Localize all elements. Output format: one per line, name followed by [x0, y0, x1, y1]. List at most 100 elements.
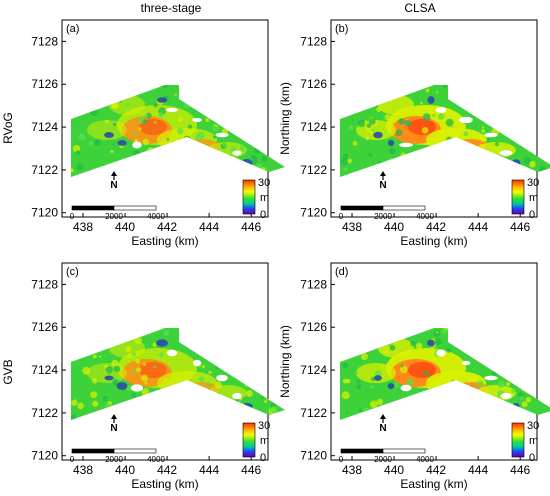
y-tick-label: 7120 — [31, 206, 58, 220]
map-region — [87, 120, 127, 140]
map-speckle — [125, 346, 132, 353]
map-region — [139, 362, 167, 378]
map-speckle — [432, 113, 436, 117]
map-speckle — [487, 137, 490, 141]
scalebar-label: 0 — [339, 212, 344, 221]
x-tick-label: 438 — [73, 220, 93, 234]
x-tick-label: 444 — [468, 463, 488, 477]
map-speckle — [134, 336, 142, 344]
map-speckle — [375, 370, 382, 377]
map-nodata — [435, 107, 447, 113]
map-speckle — [511, 388, 516, 393]
x-tick-label: 446 — [510, 220, 530, 234]
map-speckle — [104, 119, 109, 124]
map-speckle — [523, 157, 531, 165]
map-speckle — [126, 102, 130, 106]
map-speckle — [131, 352, 136, 357]
map-speckle — [425, 88, 430, 93]
scalebar-label: 2000 — [105, 455, 123, 464]
map-water — [427, 339, 435, 347]
map-speckle — [93, 354, 97, 359]
map-speckle — [436, 91, 439, 94]
map-speckle — [271, 358, 275, 363]
colorbar-min-label: 0 — [260, 452, 266, 464]
map-water — [157, 97, 167, 103]
map-nodata — [484, 132, 498, 138]
map-speckle — [426, 382, 434, 390]
map-speckle — [366, 123, 371, 128]
map-speckle — [145, 112, 152, 119]
map-speckle — [539, 165, 546, 173]
map-speckle — [166, 137, 170, 141]
map-speckle — [351, 119, 354, 122]
map-speckle — [246, 390, 253, 397]
y-tick-label: 7122 — [300, 163, 327, 177]
y-tick-label: 7124 — [31, 363, 58, 377]
map-speckle — [497, 380, 505, 388]
y-tick-label: 7128 — [31, 34, 58, 48]
map-speckle — [77, 402, 84, 410]
map-nodata — [484, 375, 498, 381]
map-speckle — [370, 385, 374, 389]
colorbar-unit-label: m — [529, 192, 538, 204]
x-axis-label: Easting (km) — [400, 234, 467, 248]
map-speckle — [270, 85, 277, 89]
map-speckle — [372, 128, 376, 132]
scalebar-label: 2000 — [105, 212, 123, 221]
map-speckle — [269, 359, 271, 362]
map-speckle — [389, 344, 396, 351]
map-speckle — [376, 106, 382, 112]
map-speckle — [431, 134, 437, 141]
scalebar-white — [113, 205, 157, 211]
map-speckle — [343, 153, 349, 159]
map-speckle — [78, 133, 86, 141]
map-speckle — [494, 142, 500, 147]
y-tick-label: 7122 — [300, 406, 327, 420]
x-tick-label: 442 — [157, 220, 177, 234]
colorbar-max-label: 30 — [258, 420, 270, 432]
map-speckle — [348, 125, 354, 130]
map-speckle — [369, 400, 378, 409]
map-nodata — [216, 374, 228, 382]
map-speckle — [342, 378, 348, 384]
map-speckle — [152, 342, 157, 347]
map-speckle — [270, 172, 273, 175]
map-nodata — [166, 349, 178, 357]
colorbar — [242, 179, 256, 215]
column-title-three-stage: three-stage — [141, 1, 202, 15]
scalebar-label: 0 — [339, 455, 344, 464]
colorbar — [511, 179, 525, 215]
north-arrow-head — [111, 171, 117, 176]
map-speckle — [163, 330, 170, 336]
map-speckle — [340, 157, 348, 166]
map-speckle — [543, 143, 549, 149]
map-speckle — [443, 85, 447, 89]
panel-a: (a) 7128 7126 7124 7122 7120 438 440 442 444 446 Ea… — [31, 19, 285, 248]
scalebar-black — [340, 205, 384, 211]
map-speckle — [75, 150, 81, 156]
scalebar-black — [71, 448, 115, 454]
map-water — [156, 339, 168, 347]
map-speckle — [525, 396, 532, 403]
colorbar-unit-label: m — [260, 192, 269, 204]
colorbar-unit-label: m — [260, 435, 269, 447]
map-nodata — [500, 392, 512, 400]
map-speckle — [383, 117, 386, 120]
map-speckle — [543, 360, 549, 366]
map-speckle — [174, 93, 177, 96]
x-tick-label: 444 — [199, 463, 219, 477]
scalebar-white — [382, 205, 426, 211]
scalebar-label: 0 — [70, 212, 75, 221]
map-speckle — [420, 101, 423, 105]
map-region — [356, 120, 396, 140]
map-speckle — [215, 366, 219, 370]
y-tick-label: 7120 — [300, 449, 327, 463]
map-speckle — [110, 149, 114, 153]
map-speckle — [158, 112, 164, 118]
y-tick-label: 7126 — [300, 320, 327, 334]
colorbar-max-label: 30 — [527, 177, 539, 189]
map-speckle — [195, 134, 201, 141]
map-speckle — [164, 378, 169, 383]
map-speckle — [539, 85, 543, 89]
north-arrow-icon: N — [110, 180, 117, 191]
